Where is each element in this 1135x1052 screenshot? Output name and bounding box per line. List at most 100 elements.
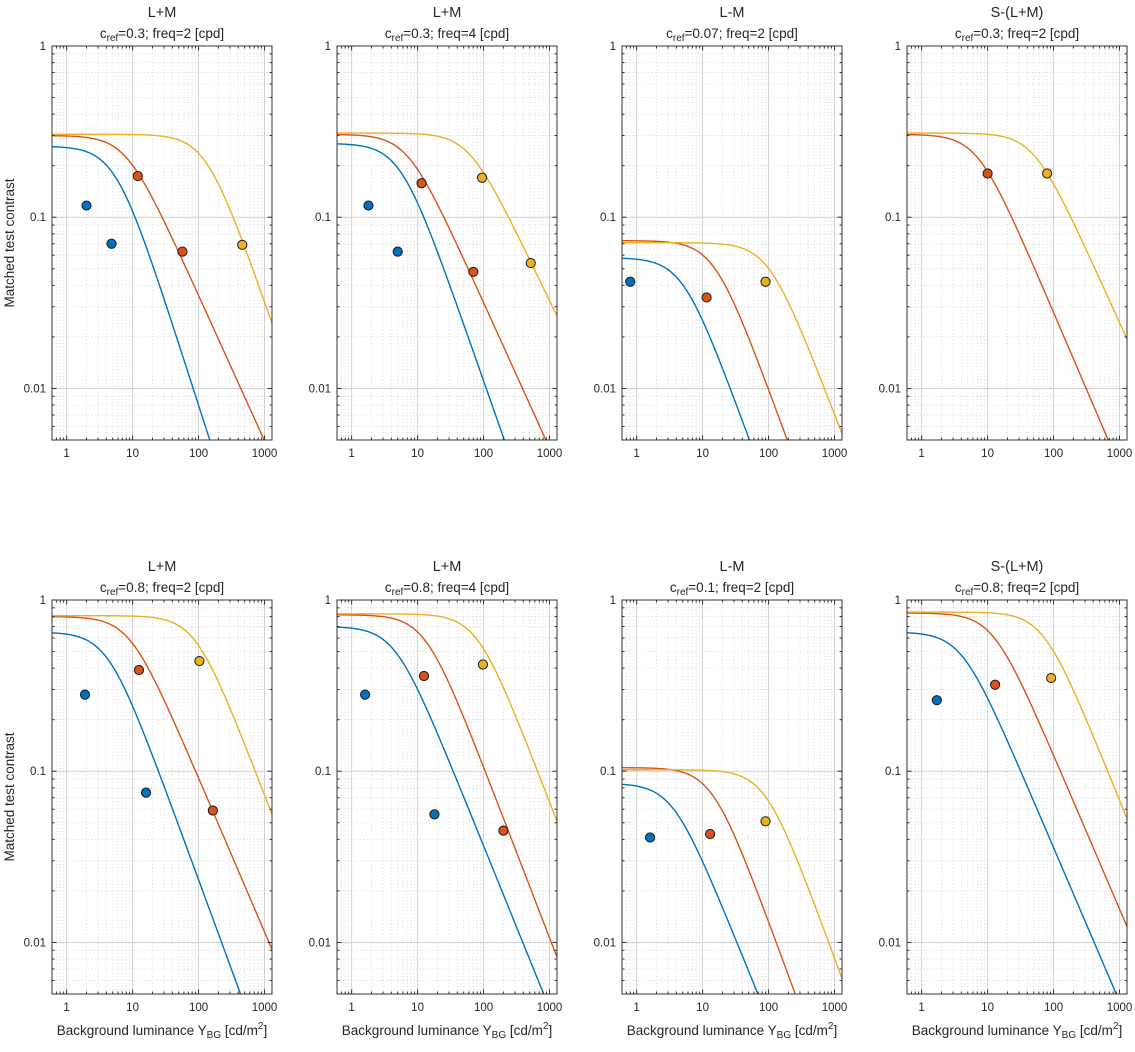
major-grid [622, 600, 842, 994]
x-tick-label: 1 [918, 1002, 924, 1014]
minor-grid [336, 46, 557, 440]
subplot-title: L-M [720, 559, 745, 575]
minor-grid [621, 600, 842, 994]
curve-orange [337, 133, 547, 440]
x-tick-label: 100 [189, 448, 208, 460]
curve-yellow [52, 133, 272, 324]
data-point-yellow [760, 276, 771, 287]
x-tick-label: 100 [474, 448, 493, 460]
data-point-orange [133, 664, 145, 676]
x-tick-label: 10 [696, 1002, 709, 1014]
curve-orange [622, 766, 796, 994]
x-tick-label: 1 [918, 448, 924, 460]
x-tick-label: 100 [1044, 1002, 1063, 1014]
subplot-title: L+M [433, 5, 462, 21]
subplot-title: L+M [148, 5, 177, 21]
y-tick-label: 0.01 [879, 937, 901, 949]
minor-grid [336, 600, 557, 994]
data-point-yellow [760, 816, 771, 827]
curve-yellow [622, 769, 842, 979]
x-tick-label: 1 [633, 448, 639, 460]
y-tick-label: 0.01 [879, 383, 901, 395]
axes-box [906, 599, 1128, 995]
y-tick-label: 1 [895, 41, 901, 53]
x-tick-label: 1000 [252, 1002, 278, 1014]
curve-blue [337, 143, 506, 440]
y-tick-label: 1 [610, 595, 616, 607]
curve-orange [337, 614, 557, 958]
subplot-subtitle: cref=0.8; freq=4 [cpd] [385, 580, 509, 598]
y-tick-label: 1 [40, 595, 46, 607]
major-grid [907, 46, 1127, 440]
data-point-yellow [477, 659, 489, 670]
x-tick-label: 10 [981, 1002, 994, 1014]
subplot-title: L+M [433, 559, 462, 575]
x-tick-label: 10 [411, 448, 424, 460]
y-tick-label: 0.1 [315, 212, 331, 224]
data-point-orange [989, 679, 1001, 690]
subplot-r1c1: 1 10 100 1000 1 0.1 0.01 L+M cref=0.8; freq=4 [c… [309, 559, 563, 1041]
tick-marks [336, 599, 557, 995]
minor-grid [906, 600, 1127, 994]
subplot-title: S-(L+M) [991, 559, 1044, 575]
x-axis-label: Background luminance YBG [cd/m2] [57, 1021, 267, 1041]
data-point-orange [704, 828, 716, 840]
y-tick-label: 0.01 [24, 937, 46, 949]
y-tick-label: 1 [895, 595, 901, 607]
data-point-orange [982, 168, 993, 179]
subplot-r0c0: 1 10 100 1000 1 0.1 0.01 L+M cref=0.3; freq=2 [c… [2, 5, 277, 460]
curve-blue [52, 146, 211, 440]
x-tick-label: 1 [348, 1002, 354, 1014]
data-point-yellow [476, 172, 488, 183]
subplot-r1c0: 1 10 100 1000 1 0.1 0.01 L+M cref=0.8; freq=2 [c… [2, 559, 278, 1041]
data-point-orange [468, 266, 479, 277]
tick-marks [906, 599, 1127, 995]
axes-box [621, 599, 843, 995]
major-grid [907, 600, 1127, 994]
subplot-r0c3: 1 10 100 1000 1 0.1 0.01 S-(L+M) cref=0.3; freq=… [879, 5, 1133, 460]
subplot-subtitle: cref=0.07; freq=2 [cpd] [666, 26, 798, 44]
data-point-yellow [1046, 672, 1057, 684]
subplot-subtitle: cref=0.3; freq=2 [cpd] [955, 26, 1079, 44]
data-point-blue [429, 809, 440, 820]
y-tick-label: 0.1 [30, 212, 46, 224]
y-tick-label: 0.01 [24, 383, 46, 395]
curve-blue [622, 783, 759, 994]
data-point-yellow [525, 257, 536, 269]
x-tick-label: 10 [126, 448, 139, 460]
data-point-blue [625, 276, 636, 287]
x-tick-label: 100 [759, 448, 778, 460]
data-point-blue [81, 200, 92, 211]
y-tick-label: 0.1 [885, 766, 901, 778]
data-point-blue [79, 689, 91, 700]
curve-orange [52, 135, 265, 440]
major-grid [622, 46, 842, 440]
subplot-r0c2: 1 10 100 1000 1 0.1 0.01 L-M cref=0.07; freq=2 [… [594, 5, 848, 460]
data-point-blue [140, 787, 152, 798]
curve-orange [907, 612, 1127, 927]
x-tick-label: 100 [759, 1002, 778, 1014]
y-tick-label: 0.1 [315, 766, 331, 778]
curve-blue [622, 257, 751, 440]
x-tick-label: 1 [348, 448, 354, 460]
curve-yellow [337, 132, 557, 317]
data-point-blue [363, 200, 374, 211]
data-point-orange [207, 805, 218, 816]
tick-marks [621, 45, 842, 441]
axes-box [336, 599, 558, 995]
x-tick-label: 1000 [537, 1002, 563, 1014]
subplot-subtitle: cref=0.3; freq=4 [cpd] [385, 26, 509, 44]
curve-orange [907, 133, 1109, 440]
y-tick-label: 0.1 [600, 766, 616, 778]
subplot-r1c3: 1 10 100 1000 1 0.1 0.01 S-(L+M) cref=0.8; freq=… [879, 559, 1133, 1041]
subplot-title: L-M [720, 5, 745, 21]
curve-blue [337, 626, 545, 994]
minor-grid [906, 46, 1127, 440]
axes-box [906, 45, 1128, 441]
curve-orange [52, 616, 272, 950]
x-tick-label: 1000 [1107, 1002, 1133, 1014]
subplot-subtitle: cref=0.8; freq=2 [cpd] [955, 580, 1079, 598]
x-tick-label: 10 [981, 448, 994, 460]
